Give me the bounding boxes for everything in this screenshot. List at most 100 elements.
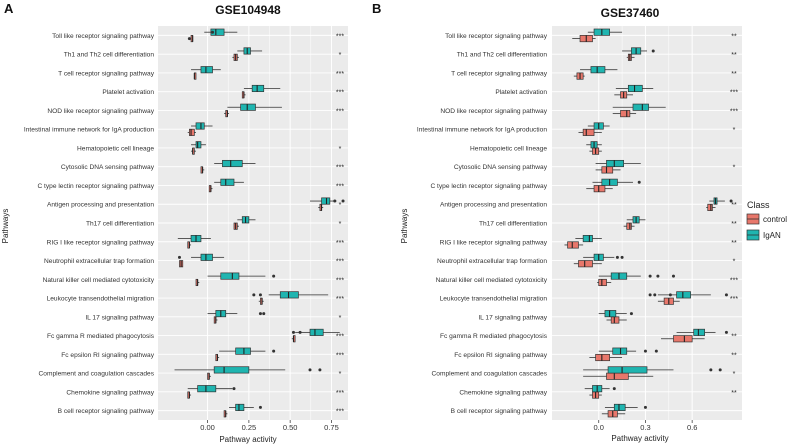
igan-box <box>195 141 202 149</box>
pathway-label: NOD like receptor signaling pathway <box>47 108 154 115</box>
igan-outlier <box>258 312 262 316</box>
pathway-label: Fc gamma R mediated phagocytosis <box>440 333 548 340</box>
significance-stars: ** <box>731 52 737 59</box>
significance-stars: *** <box>730 108 738 115</box>
igan-outlier <box>724 293 728 297</box>
panel-b-x-ticks: 0.0 0.3 0.6 <box>594 420 697 432</box>
significance-stars: *** <box>336 390 344 397</box>
pathway-label: Natural killer cell mediated cytotoxicit… <box>43 277 155 284</box>
significance-stars: * <box>339 315 342 322</box>
igan-outlier <box>651 49 655 53</box>
igan-outlier <box>729 199 733 203</box>
significance-stars: *** <box>336 183 344 190</box>
pathway-label: RIG I like receptor signaling pathway <box>47 239 155 246</box>
pathway-label: Fc epsilon RI signaling pathway <box>61 352 154 359</box>
significance-stars: *** <box>336 90 344 97</box>
significance-stars: * <box>339 52 342 59</box>
igan-outlier <box>252 293 256 297</box>
pathway-label: Cytosolic DNA sensing pathway <box>61 164 155 171</box>
significance-stars: ** <box>731 71 737 78</box>
igan-outlier <box>258 405 262 409</box>
igan-outlier <box>643 349 647 353</box>
igan-outlier <box>612 387 616 391</box>
igan-box <box>251 84 265 93</box>
pathway-label: Th17 cell differentiation <box>479 221 547 228</box>
x-tick-label: 0.6 <box>687 423 697 432</box>
pathway-label: Toll like receptor signaling pathway <box>52 33 155 40</box>
significance-stars: *** <box>730 296 738 303</box>
legend-label-control: control <box>763 215 787 224</box>
igan-outlier <box>272 274 276 278</box>
pathway-label: Intestinal immune network for IgA produc… <box>417 127 547 134</box>
significance-stars: * <box>339 146 342 153</box>
igan-outlier <box>656 274 660 278</box>
igan-outlier <box>272 349 276 353</box>
x-tick-label: 0.3 <box>640 423 650 432</box>
significance-stars: ** <box>731 240 737 247</box>
x-tick-label: 0.75 <box>324 423 339 432</box>
pathway-label: Complement and coagulation cascades <box>432 371 548 378</box>
legend-label-igan: IgAN <box>763 231 781 240</box>
significance-stars: *** <box>336 259 344 266</box>
pathway-label: T cell receptor signaling pathway <box>451 70 548 77</box>
pathway-label: Th1 and Th2 cell differentiation <box>64 52 155 59</box>
significance-stars: *** <box>336 71 344 78</box>
igan-outlier <box>211 30 215 34</box>
igan-box <box>235 403 245 411</box>
significance-stars: *** <box>336 33 344 40</box>
x-tick-label: 0.25 <box>242 423 257 432</box>
control-box <box>606 372 629 380</box>
igan-box <box>222 159 243 168</box>
igan-outlier <box>615 255 619 259</box>
pathway-label: Leukocyte transendothelial migration <box>440 296 548 303</box>
panel-a-boxplots <box>174 28 345 418</box>
control-box <box>567 241 579 249</box>
significance-stars: *** <box>730 90 738 97</box>
igan-box <box>604 310 617 318</box>
significance-stars: ** <box>731 33 737 40</box>
pathway-label: B cell receptor signaling pathway <box>58 408 155 415</box>
control-box <box>673 335 693 343</box>
igan-outlier <box>643 405 647 409</box>
x-tick-label: 0.50 <box>283 423 298 432</box>
panel-a-gridlines <box>158 26 348 420</box>
significance-stars: *** <box>730 277 738 284</box>
pathway-label: Hematopoietic cell lineage <box>77 145 154 152</box>
igan-outlier <box>620 255 624 259</box>
igan-box <box>693 328 705 336</box>
igan-box <box>676 291 691 299</box>
significance-stars: *** <box>336 240 344 247</box>
panel-a-title: GSE104948 <box>215 3 281 17</box>
igan-box <box>197 385 217 393</box>
control-box <box>620 110 631 118</box>
pathway-label: B cell receptor signaling pathway <box>451 408 548 415</box>
igan-outlier <box>298 330 302 334</box>
pathway-label: Th17 cell differentiation <box>86 221 154 228</box>
significance-stars: *** <box>336 165 344 172</box>
significance-stars: *** <box>336 334 344 341</box>
pathway-label: C type lectin receptor signaling pathway <box>430 183 547 190</box>
significance-stars: *** <box>336 277 344 284</box>
igan-box <box>582 235 593 243</box>
significance-stars: * <box>733 259 736 266</box>
significance-stars: * <box>733 371 736 378</box>
igan-box <box>613 403 626 411</box>
igan-box <box>213 366 250 374</box>
significance-stars: ** <box>731 390 737 397</box>
igan-box <box>321 197 331 205</box>
igan-box <box>279 291 299 299</box>
pathway-label: Antigen processing and presentation <box>47 202 154 209</box>
igan-outlier <box>333 199 337 203</box>
pathway-label: RIG I like receptor signaling pathway <box>440 239 548 246</box>
significance-stars: ** <box>731 221 737 228</box>
igan-box <box>606 159 624 168</box>
x-tick-label: 0.0 <box>594 423 604 432</box>
igan-box <box>612 347 628 355</box>
igan-box <box>590 66 606 74</box>
igan-outlier <box>668 293 672 297</box>
pathway-label: IL 17 signaling pathway <box>478 314 547 321</box>
pathway-label: Cytosolic DNA sensing pathway <box>454 164 548 171</box>
pathway-label: Complement and coagulation cascades <box>39 371 155 378</box>
igan-outlier <box>341 199 345 203</box>
igan-outlier <box>629 312 633 316</box>
